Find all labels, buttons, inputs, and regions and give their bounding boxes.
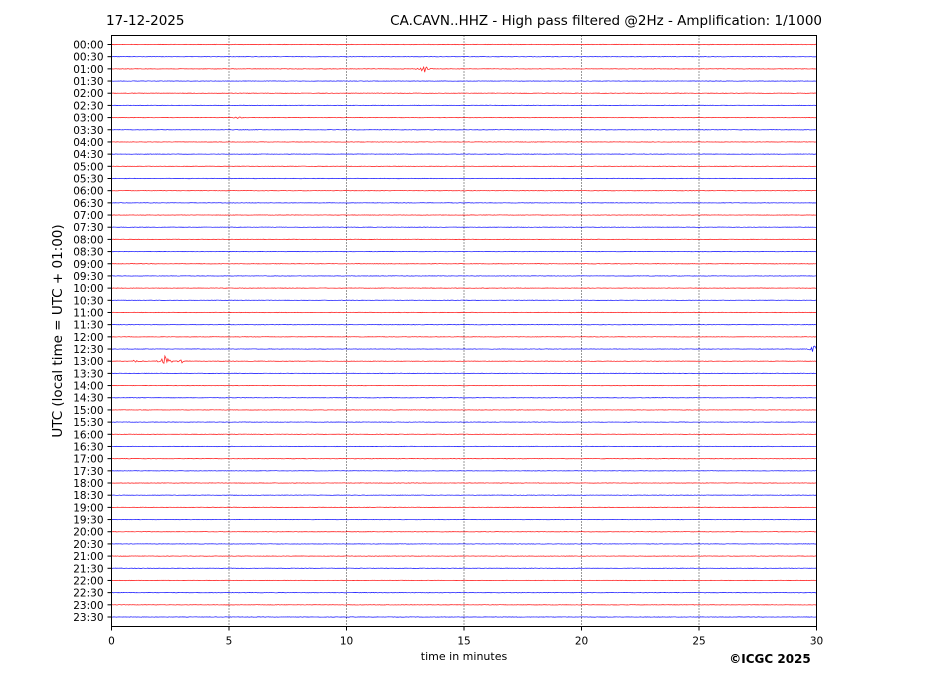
y-tick-label: 14:00	[73, 381, 103, 393]
y-tick-label: 19:30	[73, 515, 103, 527]
x-tick-label: 20	[575, 636, 588, 648]
y-tick-label: 22:30	[73, 588, 103, 600]
y-tick-label: 05:30	[73, 173, 103, 185]
y-tick-label: 10:30	[73, 295, 103, 307]
y-tick-label: 02:00	[73, 88, 103, 100]
y-tick-label: 04:30	[73, 149, 103, 161]
y-tick-label: 21:00	[73, 551, 103, 563]
x-tick-label: 10	[340, 636, 353, 648]
trace-0100	[112, 67, 817, 72]
x-tick-label: 25	[692, 636, 705, 648]
y-tick-label: 08:30	[73, 247, 103, 259]
x-axis-ticks: 0 5 10 15 20 25 30	[108, 627, 823, 648]
y-tick-label: 06:00	[73, 186, 103, 198]
y-tick-label: 12:00	[73, 332, 103, 344]
vertical-grid	[229, 36, 699, 627]
copyright: ©ICGC 2025	[729, 652, 811, 666]
y-tick-label: 16:00	[73, 429, 103, 441]
y-tick-label: 18:00	[73, 478, 103, 490]
y-tick-label: 12:30	[73, 344, 103, 356]
y-tick-label: 14:30	[73, 393, 103, 405]
y-tick-label: 11:30	[73, 320, 103, 332]
y-tick-label: 15:30	[73, 417, 103, 429]
y-tick-label: 15:00	[73, 405, 103, 417]
y-tick-label: 05:00	[73, 161, 103, 173]
chart-title: CA.CAVN..HHZ - High pass filtered @2Hz -…	[390, 13, 822, 29]
y-tick-label: 03:00	[73, 113, 103, 125]
plot-frame	[112, 36, 817, 627]
y-axis-label: UTC (local time = UTC + 01:00)	[50, 224, 66, 437]
chart-date: 17-12-2025	[106, 13, 184, 29]
y-tick-label: 07:00	[73, 210, 103, 222]
y-tick-label: 07:30	[73, 222, 103, 234]
x-tick-label: 5	[226, 636, 233, 648]
x-tick-label: 0	[108, 636, 115, 648]
y-tick-label: 23:00	[73, 600, 103, 612]
y-tick-label: 23:30	[73, 612, 103, 624]
y-axis-ticks: 00:0000:3001:0001:3002:0002:3003:0003:30…	[73, 40, 111, 625]
y-tick-label: 09:30	[73, 271, 103, 283]
y-tick-label: 02:30	[73, 100, 103, 112]
y-tick-label: 00:00	[73, 40, 103, 52]
x-tick-label: 30	[810, 636, 823, 648]
y-tick-label: 13:00	[73, 356, 103, 368]
y-tick-label: 18:30	[73, 490, 103, 502]
x-axis-label: time in minutes	[421, 650, 508, 663]
y-tick-label: 09:00	[73, 259, 103, 271]
y-tick-label: 21:30	[73, 563, 103, 575]
y-tick-label: 00:30	[73, 52, 103, 64]
y-tick-label: 17:00	[73, 454, 103, 466]
y-tick-label: 10:00	[73, 283, 103, 295]
y-tick-label: 16:30	[73, 441, 103, 453]
y-tick-label: 17:30	[73, 466, 103, 478]
y-tick-label: 08:00	[73, 234, 103, 246]
y-tick-label: 01:00	[73, 64, 103, 76]
y-tick-label: 22:00	[73, 575, 103, 587]
y-tick-label: 11:00	[73, 307, 103, 319]
x-tick-label: 15	[457, 636, 470, 648]
y-tick-label: 01:30	[73, 76, 103, 88]
y-tick-label: 04:00	[73, 137, 103, 149]
y-tick-label: 20:00	[73, 527, 103, 539]
y-tick-label: 20:30	[73, 539, 103, 551]
y-tick-label: 19:00	[73, 502, 103, 514]
y-tick-label: 06:30	[73, 198, 103, 210]
y-tick-label: 03:30	[73, 125, 103, 137]
y-tick-label: 13:30	[73, 368, 103, 380]
